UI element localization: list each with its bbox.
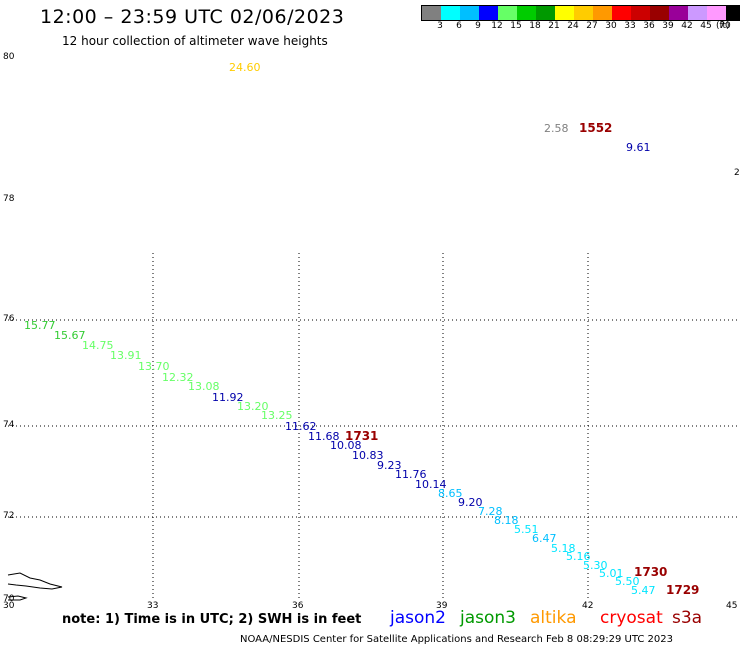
wave-height-label: 13.08	[188, 380, 220, 393]
wave-height-label: 13.20	[237, 400, 269, 413]
wave-height-label: 5.18	[551, 542, 576, 555]
latitude-tick-label: 76	[3, 314, 15, 324]
color-swatch-3	[479, 6, 498, 20]
wave-height-label: 10.08	[330, 439, 362, 452]
wave-height-label: 6.47	[532, 532, 557, 545]
wave-height-label: 11.62	[285, 420, 317, 433]
color-swatch-2	[460, 6, 479, 20]
wave-height-label: 13.25	[261, 409, 293, 422]
color-swatch-7	[555, 6, 574, 20]
wave-height-label: 11.68	[308, 430, 340, 443]
color-scale-tick: 45	[700, 21, 712, 31]
pass-time-label: 1552	[579, 121, 613, 135]
latitude-tick-label: 80	[3, 52, 15, 62]
color-scale-tick: 21	[548, 21, 560, 31]
pass-time-label: 1731	[345, 429, 379, 443]
wave-height-label: 5.50	[615, 575, 640, 588]
color-swatch-4	[498, 6, 517, 20]
color-swatch-1	[441, 6, 460, 20]
wave-height-label: 2.58	[544, 122, 569, 135]
wave-height-label: 13.91	[110, 349, 142, 362]
page-subtitle: 12 hour collection of altimeter wave hei…	[62, 34, 328, 48]
latitude-tick-label: 70	[3, 594, 15, 604]
color-scale-tick: 15	[510, 21, 522, 31]
wave-height-label: 5.01	[599, 567, 624, 580]
color-swatch-16	[726, 6, 740, 20]
pass-time-label: 1729	[666, 583, 700, 597]
color-scale-tick: 9	[475, 21, 481, 31]
latitude-tick-label: 72	[3, 511, 15, 521]
color-swatch-15	[707, 6, 726, 20]
color-scale-tick: 24	[567, 21, 579, 31]
coastline-fragment	[7, 572, 63, 601]
color-scale-tick: 33	[624, 21, 636, 31]
wave-height-label: 13.70	[138, 360, 170, 373]
wave-height-label: 9.20	[458, 496, 483, 509]
wave-height-label: 24.60	[229, 61, 261, 74]
color-swatch-10	[612, 6, 631, 20]
wave-height-label: 8.18	[494, 514, 519, 527]
wave-height-label: 14.75	[82, 339, 114, 352]
wave-height-label: 5.16	[566, 550, 591, 563]
color-swatch-5	[517, 6, 536, 20]
satellite-legend-s3a: s3a	[672, 608, 703, 628]
color-swatch-9	[593, 6, 612, 20]
color-scale-tick: 6	[456, 21, 462, 31]
wave-height-label: 9.61	[626, 141, 651, 154]
color-swatch-6	[536, 6, 555, 20]
wave-height-label: 12.32	[162, 371, 194, 384]
color-scale-tick: 12	[491, 21, 503, 31]
color-scale-unit: (ft)	[716, 21, 730, 31]
edge-partial-label: 2	[734, 168, 740, 178]
wave-height-label: 5.47	[631, 584, 656, 597]
longitude-tick-label: 33	[147, 601, 159, 611]
color-swatch-0	[422, 6, 441, 20]
page-title: 12:00 – 23:59 UTC 02/06/2023	[40, 6, 345, 28]
wave-height-label: 10.83	[352, 449, 384, 462]
color-scale-tick: 30	[605, 21, 617, 31]
wave-height-label: 7.28	[478, 505, 503, 518]
wave-height-label: 15.77	[24, 319, 56, 332]
wave-height-label: 9.23	[377, 459, 402, 472]
satellite-legend-jason3: jason3	[460, 608, 516, 628]
color-swatch-11	[631, 6, 650, 20]
color-scale-tick: 70	[719, 21, 731, 31]
longitude-tick-label: 36	[292, 601, 304, 611]
wave-height-label: 15.67	[54, 329, 86, 342]
color-scale-bar	[421, 5, 740, 21]
color-swatch-8	[574, 6, 593, 20]
satellite-legend-jason2: jason2	[390, 608, 446, 628]
color-scale-tick: 18	[529, 21, 541, 31]
longitude-tick-label: 39	[436, 601, 448, 611]
grid-lines	[8, 253, 740, 600]
wave-height-label: 5.30	[583, 559, 608, 572]
color-swatch-12	[650, 6, 669, 20]
color-scale-tick: 39	[662, 21, 674, 31]
latitude-tick-label: 78	[3, 194, 15, 204]
wave-height-label: 8.65	[438, 487, 463, 500]
wave-height-label: 10.14	[415, 478, 447, 491]
credit-line: NOAA/NESDIS Center for Satellite Applica…	[240, 634, 673, 645]
satellite-legend-cryosat: cryosat	[600, 608, 663, 628]
color-swatch-14	[688, 6, 707, 20]
color-scale-tick: 36	[643, 21, 655, 31]
latitude-tick-label: 74	[3, 420, 15, 430]
color-scale-tick: 27	[586, 21, 598, 31]
footer-note: note: 1) Time is in UTC; 2) SWH is in fe…	[62, 612, 362, 627]
longitude-tick-label: 45	[726, 601, 738, 611]
satellite-legend-altika: altika	[530, 608, 577, 628]
wave-height-label: 11.92	[212, 391, 244, 404]
color-scale-tick: 42	[681, 21, 693, 31]
pass-time-label: 1730	[634, 565, 668, 579]
color-scale-tick: 3	[437, 21, 443, 31]
color-swatch-13	[669, 6, 688, 20]
longitude-tick-label: 42	[582, 601, 594, 611]
wave-height-label: 5.51	[514, 523, 539, 536]
wave-height-label: 11.76	[395, 468, 427, 481]
longitude-tick-label: 30	[3, 601, 15, 611]
